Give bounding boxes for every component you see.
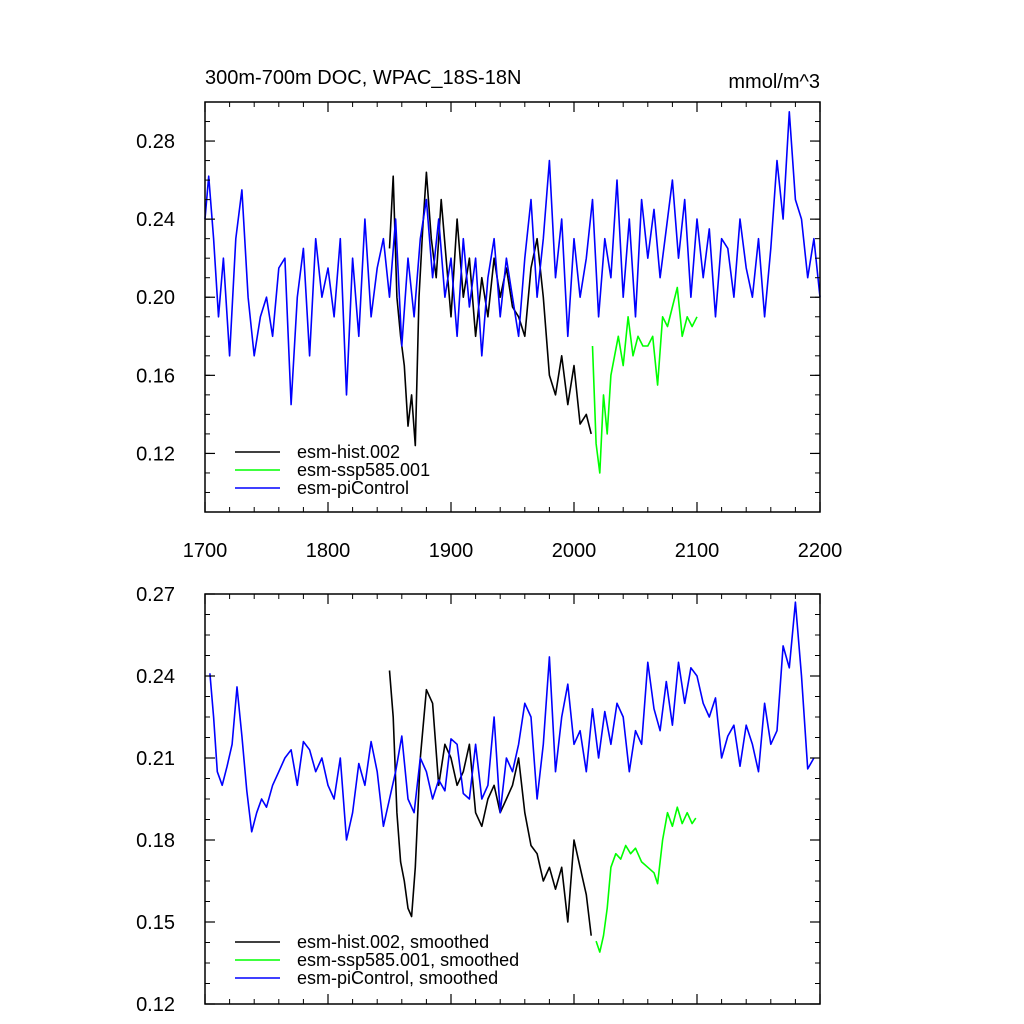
series-line-3	[209, 601, 815, 841]
chart-title: 300m-700m DOC, WPAC_18S-18N	[205, 67, 521, 89]
legend-label: esm-ssp585.001, smoothed	[297, 950, 519, 970]
legend-label: esm-hist.002, smoothed	[297, 932, 489, 952]
y-tick-label: 0.12	[136, 443, 175, 465]
legend-label: esm-piControl	[297, 478, 409, 498]
legend-label: esm-hist.002	[297, 442, 400, 462]
y-tick-label: 0.27	[136, 584, 175, 606]
series-line-1	[388, 171, 592, 447]
x-tick-label: 2200	[798, 540, 843, 562]
x-tick-label: 2000	[552, 540, 597, 562]
bottom-series-group	[209, 601, 815, 953]
x-tick-label: 2100	[675, 540, 720, 562]
y-tick-label: 0.18	[136, 830, 175, 852]
top-ticks-group: 0.12 0.16 0.20 0.24 0.28 1700 1800 1900 2000 2100…	[136, 101, 843, 562]
top-panel: 300m-700m DOC, WPAC_18S-18N mmol/m^3 0.1…	[136, 67, 842, 562]
y-tick-label: 0.12	[136, 994, 175, 1016]
series-line-3	[204, 111, 821, 406]
y-tick-label: 0.15	[136, 912, 175, 934]
y-tick-label: 0.24	[136, 666, 175, 688]
units-label: mmol/m^3	[728, 71, 820, 93]
top-series-group	[204, 111, 821, 474]
bottom-ticks-group: 0.12 0.15 0.18 0.21 0.24 0.27	[136, 584, 821, 1016]
y-tick-label: 0.20	[136, 287, 175, 309]
series-line-2	[591, 286, 698, 474]
top-plot-frame	[204, 101, 821, 513]
y-tick-label: 0.21	[136, 748, 175, 770]
series-line-1	[388, 670, 592, 936]
series-line-2	[595, 806, 697, 953]
legend-label: esm-piControl, smoothed	[297, 968, 498, 988]
bottom-panel: 0.12 0.15 0.18 0.21 0.24 0.27 esm-hist.002, s…	[136, 584, 821, 1016]
x-tick-label: 1900	[429, 540, 474, 562]
legend-label: esm-ssp585.001	[297, 460, 430, 480]
y-tick-label: 0.24	[136, 209, 175, 231]
x-tick-label: 1700	[183, 540, 228, 562]
x-tick-label: 1800	[306, 540, 351, 562]
y-tick-label: 0.28	[136, 131, 175, 153]
y-tick-label: 0.16	[136, 365, 175, 387]
